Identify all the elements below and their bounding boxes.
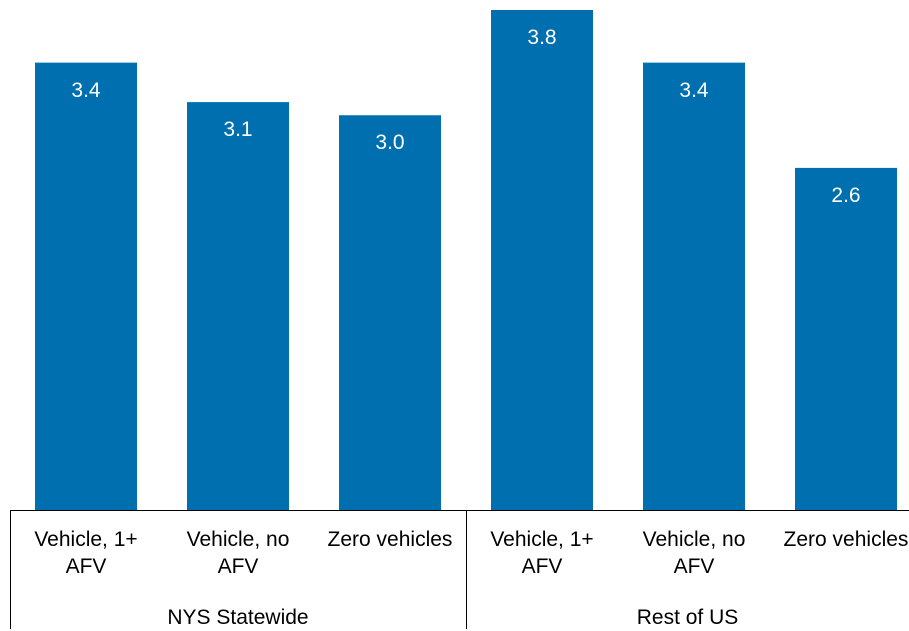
value-label: 3.0 bbox=[375, 131, 405, 155]
group-label: NYS Statewide bbox=[167, 606, 309, 629]
group-label: Rest of US bbox=[636, 606, 739, 629]
bar bbox=[35, 62, 137, 510]
x-tick-label: Vehicle, no AFV bbox=[186, 528, 290, 578]
x-tick-label: Vehicle, 1+ AFV bbox=[490, 528, 594, 578]
value-label: 3.8 bbox=[527, 26, 557, 49]
x-tick-label: Vehicle, no AFV bbox=[642, 528, 746, 578]
bar bbox=[187, 102, 289, 511]
x-tick-label: Zero vehicles bbox=[327, 528, 453, 551]
value-label: 2.6 bbox=[831, 183, 861, 207]
bar bbox=[491, 10, 593, 510]
bar bbox=[339, 115, 441, 511]
bar bbox=[643, 62, 745, 510]
x-tick-label: Zero vehicles bbox=[783, 528, 909, 551]
x-tick-label: Vehicle, 1+ AFV bbox=[34, 528, 138, 578]
value-label: 3.1 bbox=[223, 118, 253, 142]
bar bbox=[795, 167, 897, 511]
value-label: 3.4 bbox=[71, 78, 101, 102]
value-label: 3.4 bbox=[679, 78, 709, 102]
